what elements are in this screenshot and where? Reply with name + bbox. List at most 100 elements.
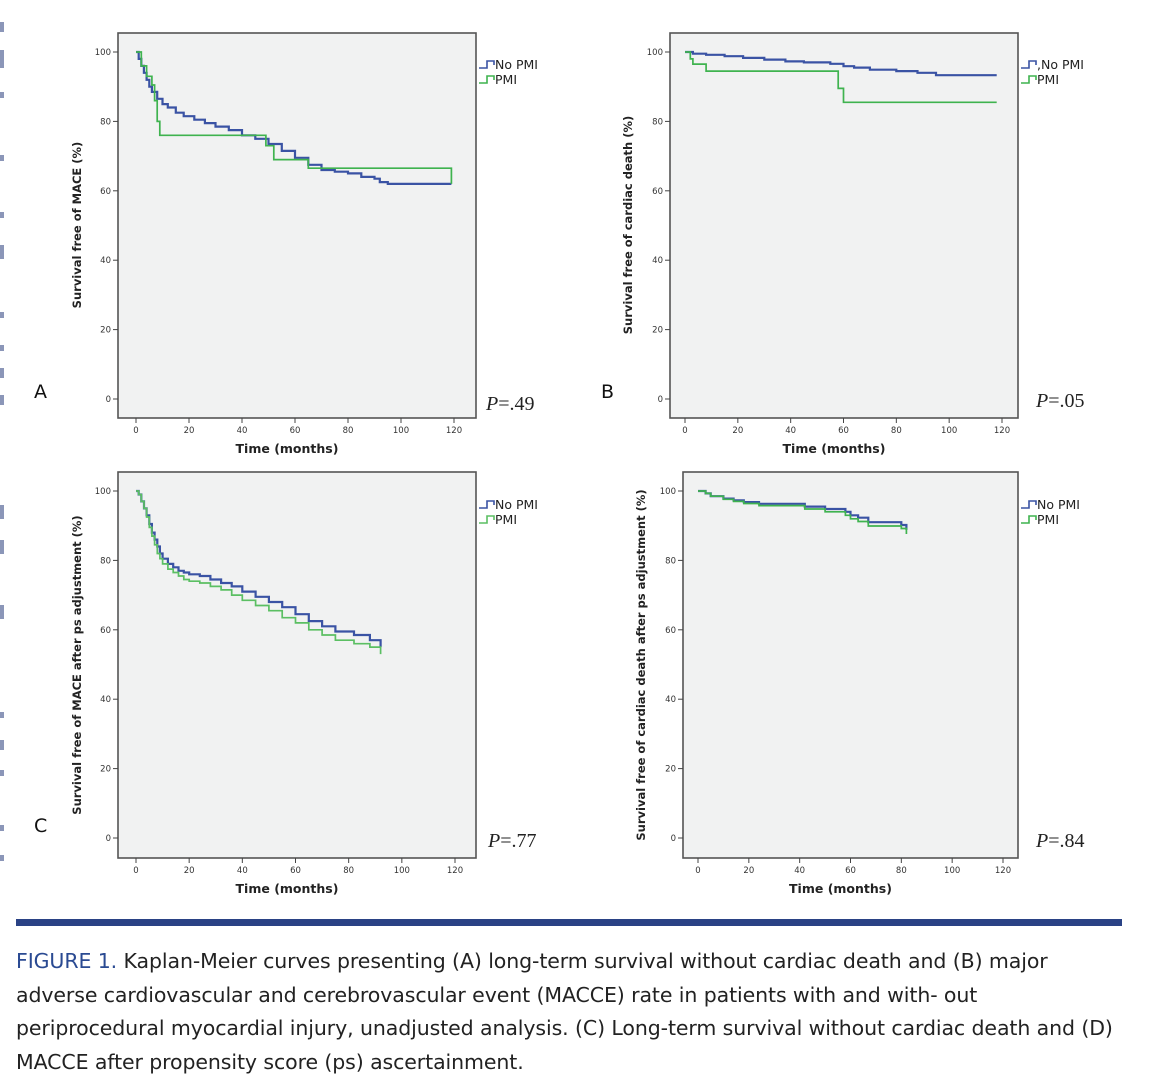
x-tick-label: 80 (343, 866, 354, 876)
chart-panel-d: 0 20 40 60 80 100 0 20 40 60 80 100 120 Time (months)… (634, 471, 1080, 896)
legend-label: No PMI (495, 497, 538, 512)
y-tick-label: 100 (95, 487, 111, 497)
x-tick-label: 40 (785, 426, 796, 436)
x-tick-label: 40 (237, 426, 248, 436)
legend-swatch-no-pmi (479, 60, 495, 69)
caption-text: Kaplan-Meier curves presenting (A) long-… (16, 949, 1113, 1074)
y-tick-label: 100 (647, 48, 663, 58)
x-tick-label: 80 (896, 866, 907, 876)
legend-swatch-pmi (1021, 75, 1037, 84)
legend-swatch-pmi (1021, 515, 1037, 524)
p-value-d: P=.84 (1036, 830, 1085, 853)
y-tick-label: 60 (665, 626, 676, 636)
legend-label: PMI (1037, 512, 1059, 527)
y-axis-label: Survival free of cardiac death (%) (621, 116, 635, 334)
y-axis-label: Survival free of MACE (%) (70, 142, 84, 309)
plot-area (117, 32, 477, 419)
x-tick-label: 60 (845, 866, 856, 876)
y-tick-label: 100 (660, 487, 676, 497)
figure: 0 20 40 60 80 100 0 20 40 60 80 100 120 Time (months)… (0, 22, 1085, 896)
y-tick-label: 80 (652, 117, 663, 127)
y-axis-label: Survival free of cardiac death after ps … (634, 489, 648, 840)
x-tick-label: 100 (394, 866, 410, 876)
caption-divider (16, 919, 1122, 926)
legend-label: PMI (495, 72, 517, 87)
x-tick-label: 40 (794, 866, 805, 876)
p-number: =.49 (498, 393, 535, 415)
km-charts: 0 20 40 60 80 100 0 20 40 60 80 100 120 Time (months)… (70, 32, 1084, 896)
figure-caption: FIGURE 1. Kaplan-Meier curves presenting… (16, 945, 1131, 1079)
panel-letter-c: C (34, 815, 48, 837)
p-value-c: P=.77 (488, 830, 537, 853)
x-tick-label: 0 (682, 426, 687, 436)
y-tick-label: 20 (100, 326, 111, 336)
p-symbol: P (486, 393, 499, 415)
y-tick-label: 40 (652, 256, 663, 266)
legend-swatch-no-pmi (479, 500, 495, 509)
x-axis-label: Time (months) (789, 881, 892, 896)
x-tick-label: 100 (393, 426, 409, 436)
km-curve-no-pmi (136, 50, 452, 185)
x-tick-label: 120 (995, 866, 1011, 876)
y-tick-label: 0 (658, 395, 663, 405)
y-tick-label: 0 (106, 834, 111, 844)
y-tick-label: 0 (671, 834, 676, 844)
legend-swatch-no-pmi (1021, 500, 1037, 509)
x-tick-label: 40 (237, 866, 248, 876)
y-tick-label: 60 (100, 626, 111, 636)
y-tick-label: 40 (665, 695, 676, 705)
p-symbol: P (1036, 830, 1049, 852)
p-number: =.05 (1048, 390, 1085, 412)
x-tick-label: 80 (891, 426, 902, 436)
legend-label: ,No PMI (1037, 57, 1084, 72)
x-tick-label: 20 (743, 866, 754, 876)
y-tick-label: 80 (100, 556, 111, 566)
legend-label: No PMI (495, 57, 538, 72)
x-tick-label: 80 (343, 426, 354, 436)
y-tick-label: 60 (652, 187, 663, 197)
km-curve-pmi (136, 51, 453, 184)
x-axis-label: Time (months) (236, 441, 339, 456)
y-axis-label: Survival free of MACE after ps adjustmen… (70, 515, 84, 814)
chart-panel-b: 0 20 40 60 80 100 0 20 40 60 80 100 120 Time (months)… (621, 32, 1084, 456)
plot-area (117, 471, 477, 859)
plot-area (682, 471, 1019, 859)
figure-label: FIGURE 1. (16, 949, 118, 973)
legend-label: No PMI (1037, 497, 1080, 512)
km-curve-pmi (698, 490, 908, 534)
x-tick-label: 20 (732, 426, 743, 436)
legend-label: PMI (1037, 72, 1059, 87)
x-tick-label: 60 (290, 426, 301, 436)
p-symbol: P (1036, 390, 1049, 412)
legend-swatch-pmi (479, 515, 495, 524)
km-curve-no-pmi (685, 50, 997, 77)
y-tick-label: 20 (652, 326, 663, 336)
p-number: =.77 (500, 830, 537, 852)
x-axis-label: Time (months) (236, 881, 339, 896)
legend-swatch-no-pmi (1021, 60, 1037, 69)
x-tick-label: 60 (838, 426, 849, 436)
panel-letter-b: B (601, 381, 615, 403)
y-tick-label: 0 (106, 395, 111, 405)
y-tick-label: 20 (100, 765, 111, 775)
p-value-b: P=.05 (1036, 390, 1085, 413)
x-tick-label: 20 (184, 426, 195, 436)
x-tick-label: 120 (994, 426, 1010, 436)
y-tick-label: 80 (100, 117, 111, 127)
x-tick-label: 0 (133, 866, 138, 876)
p-symbol: P (488, 830, 501, 852)
x-tick-label: 0 (133, 426, 138, 436)
p-value-a: P=.49 (486, 393, 535, 416)
chart-panel-a: 0 20 40 60 80 100 0 20 40 60 80 100 120 Time (months)… (70, 32, 538, 456)
legend-swatch-pmi (479, 75, 495, 84)
x-tick-label: 100 (944, 866, 960, 876)
chart-panel-c: 0 20 40 60 80 100 0 20 40 60 80 100 120 Time (months)… (70, 471, 538, 896)
y-tick-label: 60 (100, 187, 111, 197)
x-tick-label: 100 (941, 426, 957, 436)
y-tick-label: 40 (100, 695, 111, 705)
y-tick-label: 80 (665, 556, 676, 566)
x-tick-label: 20 (184, 866, 195, 876)
x-axis-label: Time (months) (783, 441, 886, 456)
y-tick-label: 20 (665, 765, 676, 775)
x-tick-label: 0 (695, 866, 700, 876)
